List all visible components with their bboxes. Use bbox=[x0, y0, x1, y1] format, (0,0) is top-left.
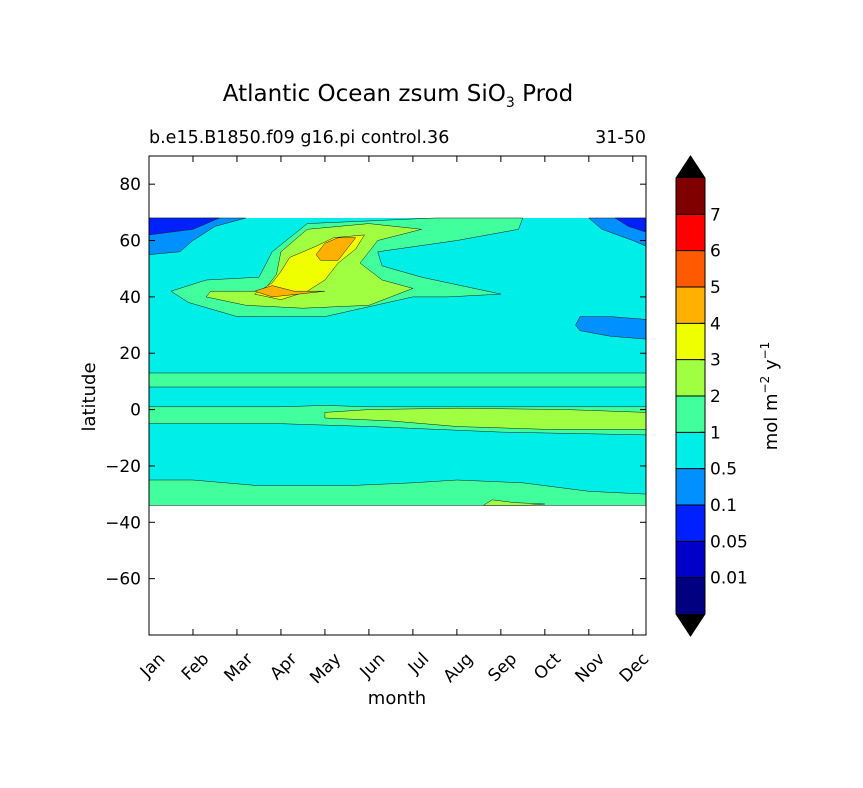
y-axis-label: latitude bbox=[79, 362, 100, 431]
contour-region-level-8 bbox=[315, 237, 356, 261]
colorbar-segment bbox=[676, 468, 705, 505]
contour-region-level-8 bbox=[254, 285, 326, 298]
colorbar-segment bbox=[676, 178, 705, 215]
x-tick-label: Aug bbox=[440, 649, 478, 687]
colorbar-tick-label: 0.05 bbox=[710, 532, 748, 552]
contour-region-level-6 bbox=[483, 499, 546, 506]
colorbar-outline bbox=[675, 155, 706, 637]
y-tick-label: 40 bbox=[119, 288, 141, 308]
colorbar-segment bbox=[676, 432, 705, 469]
y-tick-labels: 80 60 40 20 0 −20 −40 −60 bbox=[105, 175, 141, 589]
y-tick-label: −60 bbox=[105, 570, 141, 590]
x-tick-label: Jan bbox=[136, 649, 169, 682]
colorbar-tick-label: 2 bbox=[710, 387, 721, 407]
x-tick-label: Mar bbox=[220, 649, 257, 686]
colorbar-segment bbox=[676, 359, 705, 396]
colorbar-tick-label: 3 bbox=[710, 351, 721, 371]
x-tick-labels: Jan Feb Mar Apr May Jun Jul Aug Sep Oct Nov Dec bbox=[136, 649, 653, 688]
colorbar-tick-label: 5 bbox=[710, 278, 721, 298]
x-axis-label: month bbox=[368, 688, 426, 709]
x-tick-label: Apr bbox=[266, 649, 301, 684]
y-tick-label: −40 bbox=[105, 513, 141, 533]
chart-title: Atlantic Ocean zsum SiO3 Prod bbox=[223, 81, 573, 111]
colorbar-under-extension bbox=[676, 614, 705, 636]
x-tick-label: Jul bbox=[404, 649, 433, 678]
colorbar-segment bbox=[676, 214, 705, 251]
contour-region-level-2 bbox=[149, 217, 220, 236]
contour-region-level-2 bbox=[614, 217, 646, 233]
colorbar-segment bbox=[676, 541, 705, 578]
colorbar-segment bbox=[676, 577, 705, 614]
colorbar-label: mol m−2 y−1 bbox=[758, 342, 782, 451]
y-tick-label: −20 bbox=[105, 457, 141, 477]
colorbar-tick-label: 6 bbox=[710, 242, 721, 262]
contour-region-level-3 bbox=[575, 316, 646, 340]
x-tick-label: May bbox=[306, 649, 345, 688]
colorbar-tick-label: 7 bbox=[710, 205, 721, 225]
subtitle-years: 31-50 bbox=[595, 128, 646, 148]
colorbar-segment bbox=[676, 505, 705, 542]
colorbar-segment bbox=[676, 287, 705, 324]
plot-frame bbox=[148, 155, 647, 636]
y-tick-label: 80 bbox=[119, 175, 141, 195]
x-tick-label: Nov bbox=[572, 649, 610, 687]
colorbar-tick-label: 0.1 bbox=[710, 496, 737, 516]
colorbar-tick-label: 0.5 bbox=[710, 460, 737, 480]
subtitle-case: b.e15.B1850.f09 g16.pi control.36 bbox=[149, 128, 449, 148]
contour-region-level-5 bbox=[149, 372, 646, 388]
y-tick-label: 60 bbox=[119, 232, 141, 252]
x-tick-label: Dec bbox=[616, 649, 653, 686]
colorbar-segment bbox=[676, 250, 705, 287]
x-tick-label: Oct bbox=[530, 649, 565, 684]
y-tick-label: 0 bbox=[130, 401, 141, 421]
contour-region-level-5 bbox=[149, 479, 646, 506]
colorbar-segment bbox=[676, 323, 705, 360]
x-tick-label: Sep bbox=[484, 649, 521, 686]
colorbar-tick-label: 0.01 bbox=[710, 569, 748, 589]
y-tick-label: 20 bbox=[119, 344, 141, 364]
colorbar-tick-labels: 0.01 0.05 0.1 0.5 1 2 3 4 5 6 7 bbox=[710, 205, 748, 588]
colorbar-tick-label: 1 bbox=[710, 423, 721, 443]
colorbar-tick-label: 4 bbox=[710, 314, 721, 334]
x-tick-label: Feb bbox=[178, 649, 213, 684]
contour-fills bbox=[149, 217, 646, 506]
colorbar-over-extension bbox=[676, 156, 705, 178]
contour-region-level-6 bbox=[324, 407, 646, 430]
contour-region-level-4 bbox=[149, 218, 646, 506]
x-tick-label: Jun bbox=[356, 649, 390, 683]
colorbar bbox=[675, 155, 706, 637]
colorbar-segment bbox=[676, 396, 705, 433]
